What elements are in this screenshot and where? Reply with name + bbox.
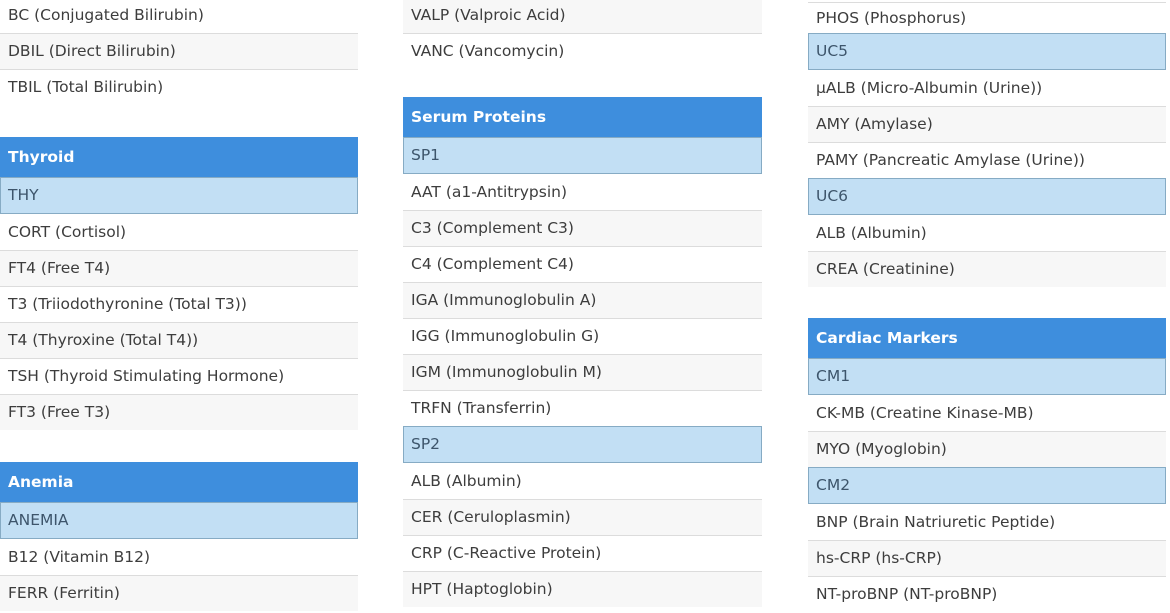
test-row[interactable]: TRFN (Transferrin) xyxy=(403,390,762,426)
panel-row[interactable]: CM2 xyxy=(808,467,1166,504)
category-header: Anemia xyxy=(0,462,358,502)
category-header: Thyroid xyxy=(0,137,358,177)
test-row[interactable]: TBIL (Total Bilirubin) xyxy=(0,69,358,105)
test-row[interactable]: B12 (Vitamin B12) xyxy=(0,539,358,575)
test-row[interactable]: AMY (Amylase) xyxy=(808,106,1166,142)
panel-row[interactable]: SP2 xyxy=(403,426,762,463)
test-row[interactable]: PHOS (Phosphorus) xyxy=(808,3,1166,33)
test-row[interactable]: PAMY (Pancreatic Amylase (Urine)) xyxy=(808,142,1166,178)
test-group-serum-proteins: Serum Proteins SP1 AAT (a1-Antitrypsin) C3… xyxy=(403,97,762,607)
test-row[interactable]: FT4 (Free T4) xyxy=(0,250,358,286)
test-row[interactable]: hs-CRP (hs-CRP) xyxy=(808,540,1166,576)
test-row[interactable]: CK-MB (Creatine Kinase-MB) xyxy=(808,395,1166,431)
panel-row[interactable]: UC6 xyxy=(808,178,1166,215)
test-group-urine-chemistry: PHOS (Phosphorus) UC5 µALB (Micro-Albumin … xyxy=(808,2,1166,287)
test-row[interactable]: NT-proBNP (NT-proBNP) xyxy=(808,576,1166,612)
test-row[interactable]: FT3 (Free T3) xyxy=(0,394,358,430)
test-row[interactable]: T3 (Triiodothyronine (Total T3)) xyxy=(0,286,358,322)
test-row[interactable]: MYO (Myoglobin) xyxy=(808,431,1166,467)
test-row[interactable]: VALP (Valproic Acid) xyxy=(403,0,762,33)
test-row[interactable]: CRP (C-Reactive Protein) xyxy=(403,535,762,571)
test-row[interactable]: BNP (Brain Natriuretic Peptide) xyxy=(808,504,1166,540)
test-row[interactable]: IGM (Immunoglobulin M) xyxy=(403,354,762,390)
test-row[interactable]: HPT (Haptoglobin) xyxy=(403,571,762,607)
test-row[interactable]: CER (Ceruloplasmin) xyxy=(403,499,762,535)
test-row[interactable]: FERR (Ferritin) xyxy=(0,575,358,611)
test-group-anemia: Anemia ANEMIA B12 (Vitamin B12) FERR (Ferr… xyxy=(0,462,358,611)
panel-row[interactable]: THY xyxy=(0,177,358,214)
test-row[interactable]: BC (Conjugated Bilirubin) xyxy=(0,0,358,33)
panel-row[interactable]: ANEMIA xyxy=(0,502,358,539)
test-row[interactable]: T4 (Thyroxine (Total T4)) xyxy=(0,322,358,358)
column-left: BC (Conjugated Bilirubin) DBIL (Direct Bi… xyxy=(0,0,358,613)
test-row[interactable]: DBIL (Direct Bilirubin) xyxy=(0,33,358,69)
category-header: Serum Proteins xyxy=(403,97,762,137)
test-row[interactable]: C3 (Complement C3) xyxy=(403,210,762,246)
test-group-thyroid: Thyroid THY CORT (Cortisol) FT4 (Free T4) T… xyxy=(0,137,358,430)
test-group-cardiac-markers: Cardiac Markers CM1 CK-MB (Creatine Kinas… xyxy=(808,318,1166,612)
test-row[interactable]: ALB (Albumin) xyxy=(808,215,1166,251)
test-row[interactable]: IGA (Immunoglobulin A) xyxy=(403,282,762,318)
test-row[interactable]: VANC (Vancomycin) xyxy=(403,33,762,69)
panel-row[interactable]: SP1 xyxy=(403,137,762,174)
column-middle: VALP (Valproic Acid) VANC (Vancomycin) Se… xyxy=(403,0,762,613)
test-group: BC (Conjugated Bilirubin) DBIL (Direct Bi… xyxy=(0,0,358,105)
panel-row[interactable]: UC5 xyxy=(808,33,1166,70)
test-row[interactable]: C4 (Complement C4) xyxy=(403,246,762,282)
test-row[interactable]: CREA (Creatinine) xyxy=(808,251,1166,287)
test-group: VALP (Valproic Acid) VANC (Vancomycin) xyxy=(403,0,762,69)
test-row[interactable]: IGG (Immunoglobulin G) xyxy=(403,318,762,354)
panel-row[interactable]: CM1 xyxy=(808,358,1166,395)
test-row[interactable]: ALB (Albumin) xyxy=(403,463,762,499)
category-header: Cardiac Markers xyxy=(808,318,1166,358)
test-row[interactable]: TSH (Thyroid Stimulating Hormone) xyxy=(0,358,358,394)
test-row[interactable]: CORT (Cortisol) xyxy=(0,214,358,250)
test-row[interactable]: µALB (Micro-Albumin (Urine)) xyxy=(808,70,1166,106)
test-row[interactable]: AAT (a1-Antitrypsin) xyxy=(403,174,762,210)
column-right: PHOS (Phosphorus) UC5 µALB (Micro-Albumin … xyxy=(808,0,1166,613)
